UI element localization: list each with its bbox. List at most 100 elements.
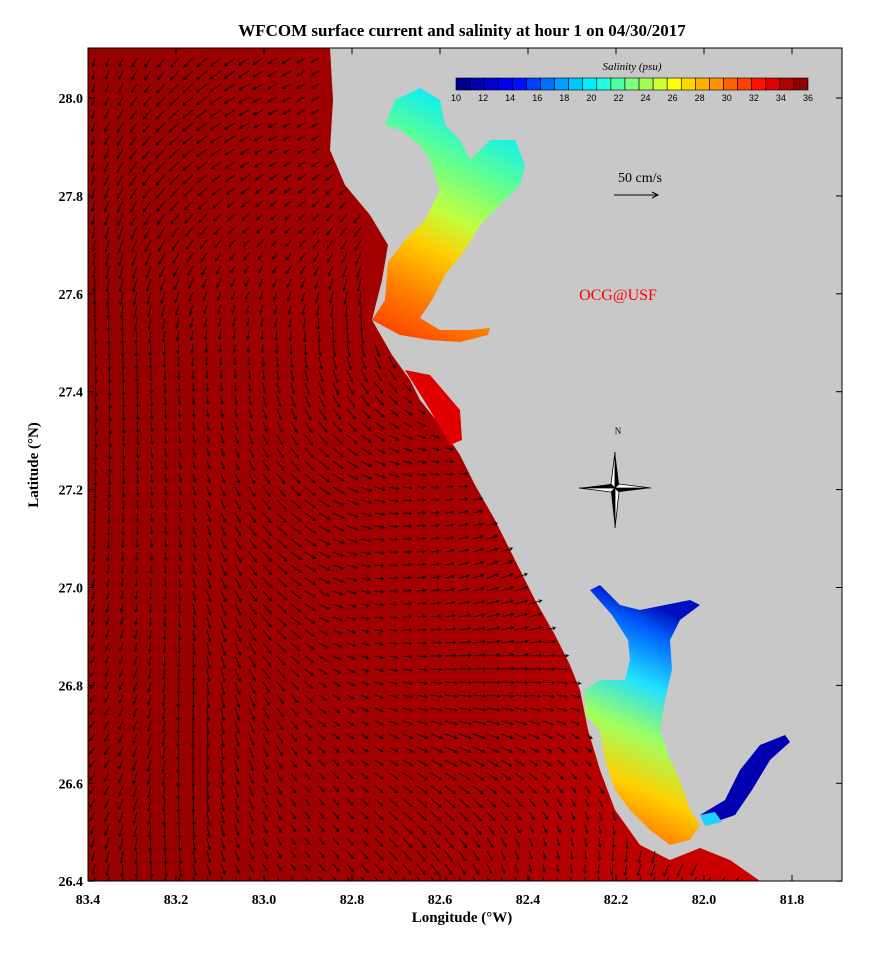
current-vector: [149, 460, 154, 472]
current-vector: [374, 473, 387, 479]
current-vector: [159, 278, 166, 292]
current-vector: [262, 668, 272, 681]
current-vector: [206, 733, 210, 749]
map-title: WFCOM surface current and salinity at ho…: [238, 21, 686, 40]
current-vector: [142, 161, 152, 174]
current-vector: [147, 655, 152, 667]
current-vector: [225, 187, 236, 196]
current-vector: [318, 551, 332, 558]
current-vector: [234, 811, 240, 824]
current-vector: [290, 655, 301, 665]
current-vector: [472, 785, 485, 795]
current-vector: [206, 720, 211, 736]
current-vector: [290, 564, 303, 574]
current-vector: [89, 798, 96, 809]
current-vector: [91, 226, 96, 240]
current-vector: [528, 733, 541, 740]
current-vector: [472, 586, 486, 592]
current-vector: [234, 642, 242, 656]
current-vector: [388, 798, 399, 807]
current-vector: [374, 408, 386, 418]
current-vector: [192, 642, 196, 656]
current-vector: [302, 330, 307, 344]
current-vector: [416, 707, 429, 712]
current-vector: [108, 421, 112, 436]
current-vector: [135, 395, 140, 409]
current-vector: [360, 538, 373, 543]
current-vector: [220, 460, 226, 471]
current-vector: [192, 486, 197, 497]
current-vector: [206, 408, 210, 419]
current-vector: [542, 694, 556, 699]
current-vector: [458, 653, 473, 658]
current-vector: [118, 720, 124, 731]
current-vector: [458, 613, 472, 618]
colorbar-tick-label: 30: [722, 93, 732, 103]
y-tick-label: 27.6: [59, 288, 84, 303]
current-vector: [346, 811, 355, 820]
current-vector: [220, 824, 226, 838]
current-vector: [486, 811, 496, 822]
current-vector: [416, 601, 427, 606]
current-vector: [254, 161, 264, 168]
current-vector: [472, 798, 484, 808]
current-vector: [105, 616, 110, 627]
current-vector: [276, 759, 284, 770]
current-vector: [232, 343, 237, 354]
current-vector: [108, 395, 112, 410]
current-vector: [248, 837, 254, 848]
current-vector: [402, 549, 413, 554]
current-vector: [246, 330, 250, 341]
current-vector: [556, 824, 562, 834]
current-vector: [486, 534, 499, 540]
current-vector: [105, 291, 110, 307]
current-vector: [104, 213, 110, 227]
current-vector: [91, 603, 96, 614]
current-vector: [163, 551, 168, 562]
current-vector: [206, 616, 212, 630]
current-vector: [276, 642, 287, 653]
current-vector: [90, 668, 96, 678]
current-vector: [234, 863, 241, 874]
colorbar-tick-label: 24: [641, 93, 651, 103]
current-vector: [118, 278, 124, 294]
current-vector: [329, 304, 334, 318]
sarasota-bay: [405, 370, 462, 445]
current-vector: [177, 656, 181, 669]
current-vector: [248, 395, 253, 406]
current-vector: [332, 876, 337, 881]
current-vector: [274, 330, 279, 342]
current-vector: [106, 317, 111, 333]
current-vector: [430, 733, 444, 740]
current-vector: [91, 577, 96, 589]
current-vector: [178, 577, 182, 589]
current-vector: [444, 837, 455, 849]
current-vector: [318, 434, 329, 446]
current-vector: [120, 538, 125, 550]
current-vector: [120, 863, 124, 878]
current-vector: [284, 226, 292, 235]
current-vector: [189, 330, 194, 342]
current-vector: [290, 694, 300, 704]
current-vector: [332, 590, 345, 596]
current-vector: [89, 772, 96, 782]
current-vector: [214, 239, 222, 250]
current-vector: [360, 733, 370, 739]
current-vector: [360, 642, 371, 647]
current-vector: [360, 499, 373, 505]
current-vector: [143, 200, 152, 214]
current-vector: [107, 382, 112, 398]
current-vector: [259, 304, 264, 315]
current-vector: [570, 746, 580, 753]
current-vector: [272, 265, 278, 275]
current-vector: [388, 434, 400, 441]
current-vector: [174, 291, 180, 304]
current-vector: [121, 395, 126, 410]
current-vector: [91, 551, 96, 564]
current-vector: [234, 590, 243, 603]
current-vector: [570, 798, 577, 807]
current-vector: [274, 343, 279, 355]
current-vector: [556, 772, 565, 780]
current-vector: [206, 577, 212, 590]
current-vector: [358, 304, 363, 320]
